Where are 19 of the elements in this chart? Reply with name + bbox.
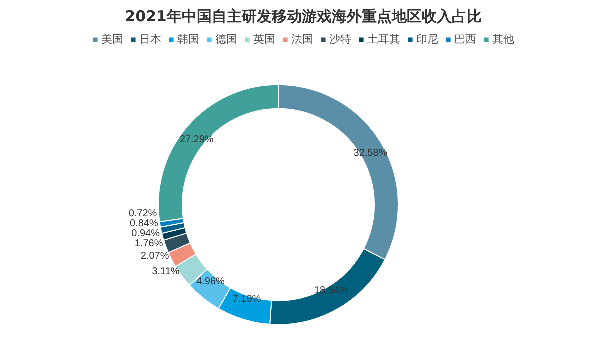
data-label: 1.76% bbox=[134, 238, 164, 250]
legend-label: 德国 bbox=[216, 33, 238, 47]
data-label: 0.94% bbox=[132, 228, 160, 240]
chart-title: 2021年中国自主研发移动游戏海外重点地区收入占比 bbox=[125, 8, 482, 26]
legend-label: 印尼 bbox=[416, 33, 438, 47]
legend-label: 土耳其 bbox=[368, 33, 400, 47]
data-label: 2.07% bbox=[140, 251, 170, 262]
data-label: 0.72% bbox=[128, 208, 158, 220]
legend-label: 美国 bbox=[102, 32, 124, 47]
legend-label: 巴西 bbox=[454, 33, 476, 47]
legend-label: 其他 bbox=[492, 33, 514, 47]
legend-label: 沙特 bbox=[330, 33, 352, 47]
data-label: 7.19% bbox=[232, 294, 262, 306]
legend-label: 日本 bbox=[140, 33, 162, 47]
legend-label: 法国 bbox=[292, 33, 314, 47]
legend-label: 韩国 bbox=[178, 33, 200, 47]
legend-label: 英国 bbox=[254, 33, 276, 47]
data-label: 3.11% bbox=[152, 266, 180, 278]
data-label: 0.84% bbox=[130, 218, 158, 230]
